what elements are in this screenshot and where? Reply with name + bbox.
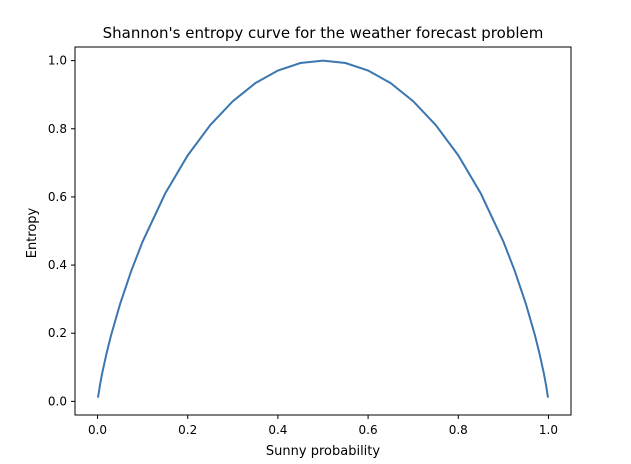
entropy-series-line — [97, 59, 549, 398]
y-tick-label: 0.2 — [48, 326, 67, 340]
x-tick-label: 0.4 — [268, 423, 287, 437]
y-tick-label: 0.4 — [48, 258, 67, 272]
x-axis-label: Sunny probability — [266, 444, 380, 459]
x-tick-label: 0.0 — [88, 423, 107, 437]
y-tick-label: 0.8 — [48, 122, 67, 136]
plot-frame — [74, 46, 572, 416]
x-tick-label: 1.0 — [539, 423, 558, 437]
y-axis-ticks: 0.0 0.2 0.4 0.6 0.8 1.0 — [48, 54, 75, 408]
x-tick-label: 0.2 — [178, 423, 197, 437]
x-tick-label: 0.8 — [449, 423, 468, 437]
y-axis-label: Entropy — [25, 207, 40, 258]
x-tick-label: 0.6 — [359, 423, 378, 437]
x-axis-ticks: 0.0 0.2 0.4 0.6 0.8 1.0 — [88, 415, 558, 437]
chart-title: Shannon's entropy curve for the weather … — [103, 24, 544, 42]
y-tick-label: 0.6 — [48, 190, 67, 204]
y-tick-label: 1.0 — [48, 54, 67, 68]
y-tick-label: 0.0 — [48, 394, 67, 408]
